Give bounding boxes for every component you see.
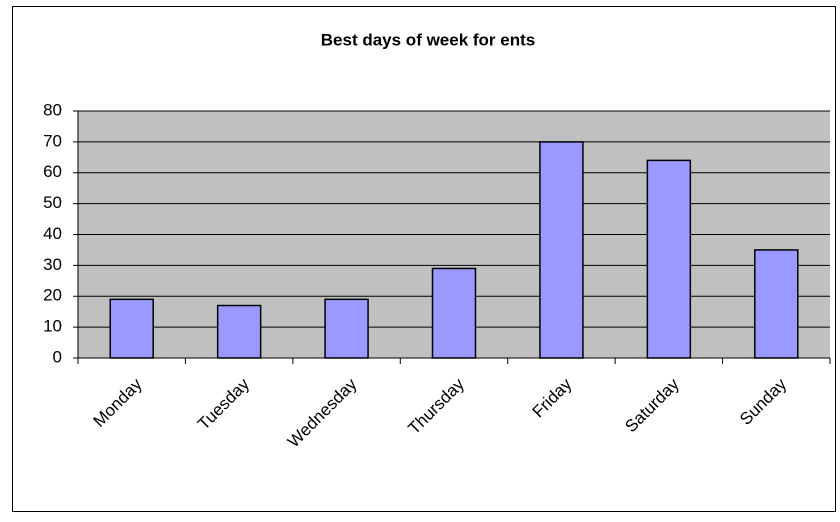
y-tick-label: 50 [43, 193, 62, 212]
bar [109, 298, 154, 359]
y-tick-label: 60 [43, 162, 62, 181]
bar [216, 304, 262, 359]
y-tick-label: 0 [53, 347, 62, 366]
y-tick-label: 40 [43, 224, 62, 243]
bar [539, 141, 584, 359]
y-tick-label: 70 [43, 131, 62, 150]
chart-title: Best days of week for ents [321, 30, 535, 49]
bar [431, 267, 477, 359]
bar [754, 249, 799, 359]
bar [646, 159, 692, 359]
y-tick-label: 10 [43, 317, 62, 336]
bar [324, 298, 369, 359]
y-tick-label: 20 [43, 286, 62, 305]
y-tick-label: 80 [43, 100, 62, 119]
y-tick-label: 30 [43, 255, 62, 274]
